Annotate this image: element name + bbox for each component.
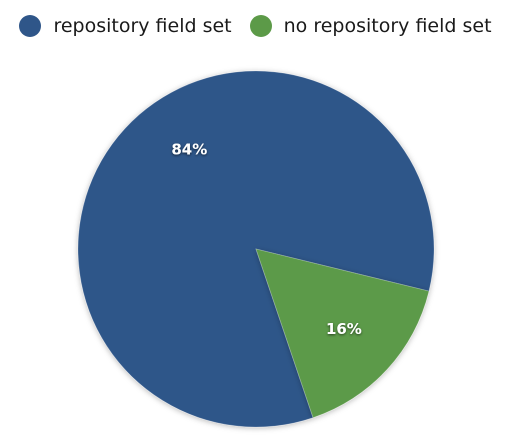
legend-item-no-repository-field-set: no repository field set xyxy=(249,15,492,37)
pie-slice-labels: 84% 16% xyxy=(171,141,362,339)
pie-slice-no-repository-field-set xyxy=(255,248,430,419)
legend: repository field set no repository field… xyxy=(0,10,511,42)
pie-slice-label-no-repository-field-set: 16% xyxy=(326,320,362,338)
pie-slices xyxy=(77,70,435,428)
legend-item-repository-field-set: repository field set xyxy=(19,15,232,37)
pie-slice-label-repository-field-set: 84% xyxy=(171,141,207,159)
legend-swatch-no-repository-field-set xyxy=(249,15,272,37)
legend-label-no-repository-field-set: no repository field set xyxy=(283,15,492,37)
legend-swatch-repository-field-set xyxy=(19,15,42,37)
legend-label-repository-field-set: repository field set xyxy=(53,15,232,37)
